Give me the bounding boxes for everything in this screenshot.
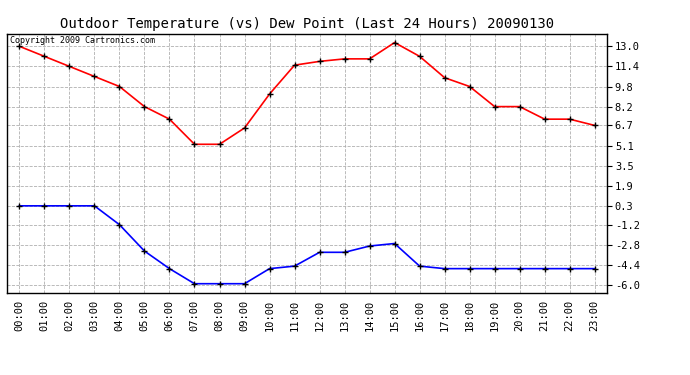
Text: Copyright 2009 Cartronics.com: Copyright 2009 Cartronics.com [10,36,155,45]
Title: Outdoor Temperature (vs) Dew Point (Last 24 Hours) 20090130: Outdoor Temperature (vs) Dew Point (Last… [60,17,554,31]
